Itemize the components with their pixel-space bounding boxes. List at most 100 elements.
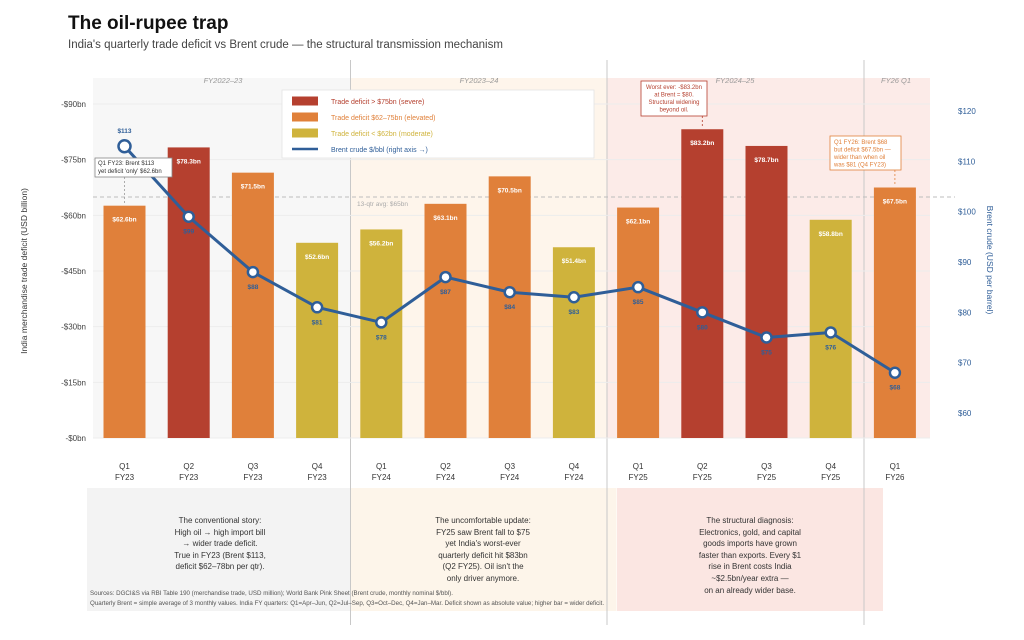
y-tick-left-0: -$0bn (66, 434, 86, 443)
y-tick-right-5: $110 (958, 157, 976, 166)
bar-9 (681, 129, 724, 439)
bar-label-0: $62.6bn (112, 217, 136, 224)
bar-label-10: $78.7bn (754, 157, 778, 164)
annot-q1fy23-box (94, 157, 173, 178)
annot-worst-text: Worst ever: -$83.2bn at Brent = $80. Struc… (646, 85, 702, 114)
brent-series: $113 $99 $88 $81 $78 $87 $84 $83 $85 $80 $75 $76 $68 (117, 128, 902, 392)
x-tick-11: Q4 FY25 (821, 462, 841, 482)
x-tick-9: Q2 FY25 (693, 462, 713, 482)
brent-label-7: $83 (568, 309, 579, 316)
x-tick-10: Q3 FY25 (757, 462, 777, 482)
y-tick-right-0: $60 (958, 409, 972, 418)
y-tick-right-1: $70 (958, 359, 972, 368)
bar-3 (296, 242, 339, 438)
chart-subtitle: India's quarterly trade deficit vs Brent… (68, 39, 503, 51)
annot-q1fy26-box (829, 135, 902, 171)
brent-point-7 (567, 290, 581, 304)
x-tick-8: Q1 FY25 (629, 462, 649, 482)
bar-label-9: $83.2bn (690, 140, 714, 147)
brent-point-3 (310, 301, 324, 314)
panel-bg-diagnosis (617, 488, 883, 611)
brent-label-8: $85 (633, 299, 644, 306)
bar-label-1: $78.3bn (177, 158, 201, 165)
bar-label-3: $52.6bn (305, 254, 329, 261)
y-axis-title-left: India merchandise trade deficit (USD bil… (19, 188, 29, 354)
brent-label-12: $68 (889, 385, 900, 392)
legend-swatch-0 (292, 96, 318, 106)
x-tick-5: Q2 FY24 (436, 462, 456, 482)
brent-point-5 (439, 270, 452, 284)
bar-2 (231, 172, 274, 438)
brent-point-10 (760, 331, 773, 344)
x-tick-7: Q4 FY24 (564, 462, 584, 482)
brent-point-6 (503, 285, 516, 299)
legend-label-2: Trade deficit < $62bn (moderate) (331, 131, 433, 138)
bar-7 (552, 247, 595, 438)
y-axis-title-right: Brent crude (USD per barrel) (985, 206, 995, 315)
bar-10 (745, 145, 788, 439)
brent-label-0: $113 (117, 128, 131, 135)
x-tick-2: Q3 FY23 (243, 462, 263, 482)
y-tick-left-5: -$75bn (61, 156, 86, 165)
avg-line-label: 13-qtr avg: $65bn (357, 201, 408, 208)
brent-point-2 (246, 265, 260, 279)
panel-bg-update (350, 488, 617, 611)
brent-point-11 (824, 326, 837, 339)
y-tick-left-4: -$60bn (61, 211, 86, 220)
brent-label-3: $81 (312, 319, 323, 326)
x-tick-3: Q4 FY23 (308, 462, 328, 482)
bar-6 (488, 176, 531, 438)
bar-label-6: $70.5bn (498, 187, 522, 194)
y-tick-left-2: -$30bn (61, 323, 86, 332)
brent-point-0 (117, 138, 132, 154)
legend: Trade deficit > $75bn (severe) Trade defi… (281, 89, 595, 159)
y-tick-left-3: -$45bn (61, 267, 86, 276)
brent-label-5: $87 (440, 289, 451, 296)
panel-text-update: The uncomfortable update: FY25 saw Brent … (435, 516, 531, 583)
bar-0 (103, 205, 146, 438)
x-tick-1: Q2 FY23 (179, 462, 199, 482)
brent-label-1: $99 (183, 229, 194, 236)
panel-bg-conventional (87, 488, 350, 611)
legend-box (281, 89, 595, 159)
sources-note: Sources: DGCI&S via RBI Table 190 (merch… (90, 589, 604, 608)
x-tick-12: Q1 FY26 (885, 462, 905, 482)
brent-point-9 (696, 306, 709, 319)
bar-4 (360, 229, 403, 438)
brent-point-8 (631, 280, 645, 294)
legend-label-1: Trade deficit $62–75bn (elevated) (331, 115, 435, 122)
bar-label-12: $67.5bn (883, 199, 907, 206)
fy-label-1: FY2023–24 (460, 76, 499, 85)
bar-label-4: $56.2bn (369, 240, 393, 247)
fy-label-2: FY2024–25 (716, 76, 756, 85)
bar-label-8: $62.1bn (626, 219, 650, 226)
annot-q1fy23-text: Q1 FY23: Brent $113 yet deficit 'only' $6… (98, 161, 162, 175)
bar-1 (167, 147, 210, 439)
chart-title: The oil-rupee trap (68, 13, 229, 34)
bar-5 (424, 203, 467, 438)
sources-line-2: Quarterly Brent = simple average of 3 mo… (90, 599, 605, 607)
brent-point-12 (888, 366, 902, 379)
sources-line-1: Sources: DGCI&S via RBI Table 190 (merch… (90, 590, 453, 597)
y-tick-left-6: -$90bn (61, 100, 86, 109)
bar-label-11: $58.8bn (819, 231, 843, 238)
brent-label-4: $78 (376, 334, 387, 341)
bar-label-5: $63.1bn (433, 215, 457, 222)
panel-text-conventional: The conventional story: High oil → high i… (174, 516, 266, 572)
fy-label-0: FY2022–23 (204, 76, 244, 85)
brent-label-10: $75 (761, 350, 772, 357)
deficit-bars: $62.6bn $78.3bn $71.5bn $52.6bn $56.2bn $63.1… (103, 129, 916, 439)
legend-swatch-2 (292, 128, 318, 138)
y-tick-right-4: $100 (958, 208, 976, 217)
legend-label-3: Brent crude $/bbl (right axis →) (331, 147, 428, 154)
bar-8 (617, 207, 660, 438)
y-tick-left-1: -$15bn (61, 378, 86, 387)
brent-label-2: $88 (247, 284, 258, 291)
y-tick-right-3: $90 (958, 258, 972, 267)
x-tick-4: Q1 FY24 (372, 462, 392, 482)
legend-swatch-1 (292, 112, 318, 122)
brent-label-9: $80 (697, 324, 708, 331)
annot-q1fy26-text: Q1 FY26: Brent $68 but deficit $67.5bn — w… (833, 140, 891, 169)
brent-label-6: $84 (504, 304, 515, 311)
